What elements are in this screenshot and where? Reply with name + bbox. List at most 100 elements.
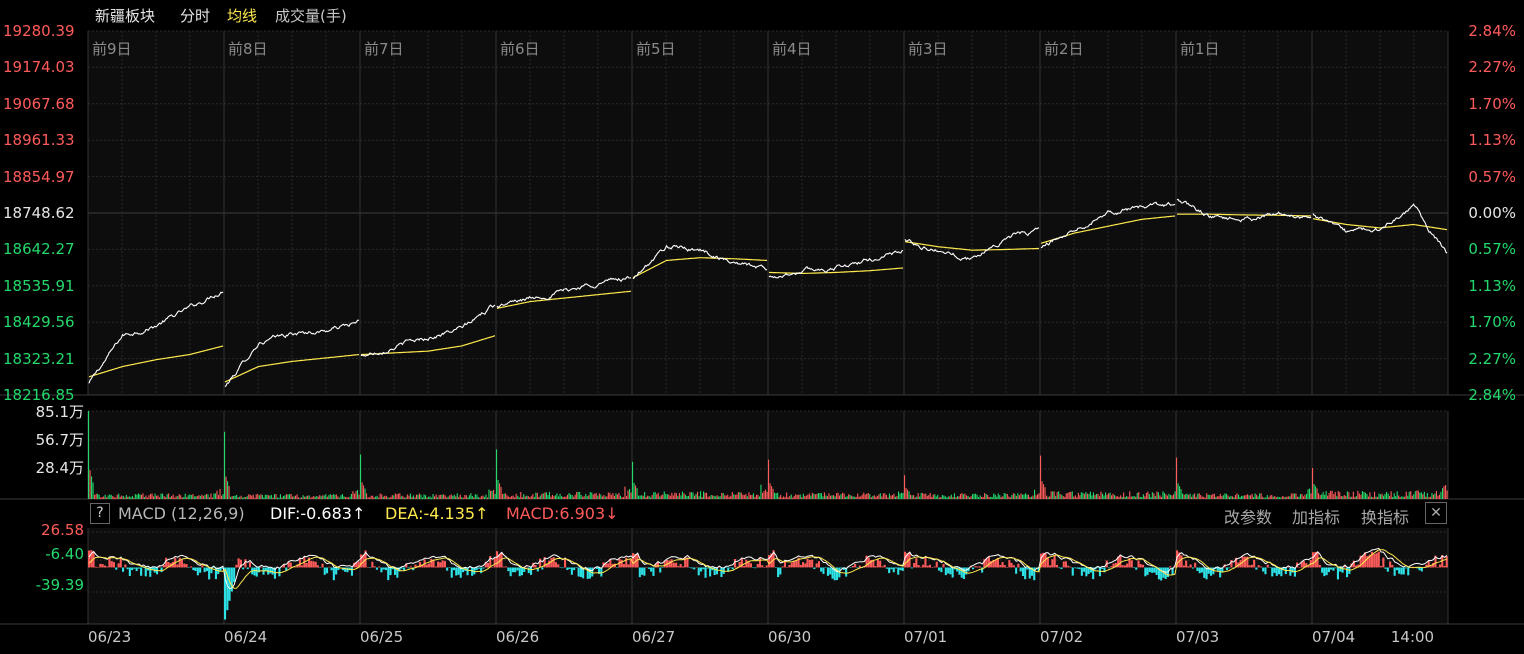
- macd-bar: [192, 567, 195, 571]
- volume-bar: [1404, 496, 1406, 499]
- macd-bar: [1300, 561, 1303, 568]
- macd-bar: [1259, 566, 1262, 568]
- volume-bar: [687, 495, 689, 499]
- volume-bar: [609, 492, 611, 499]
- macd-bar: [527, 567, 530, 574]
- volume-bar: [926, 495, 928, 499]
- volume-bar: [777, 492, 779, 499]
- macd-bar: [826, 567, 829, 576]
- date-tick-label: 06/30: [768, 628, 812, 646]
- volume-bar: [150, 493, 152, 499]
- volume-bar: [1306, 493, 1308, 499]
- volume-bar: [425, 495, 427, 499]
- volume-bar: [1074, 495, 1076, 499]
- macd-toolbar: ? MACD (12,26,9) DIF:-0.683↑ DEA:-4.135↑…: [88, 503, 1448, 527]
- volume-bar: [325, 494, 327, 499]
- volume-bar: [1251, 493, 1253, 499]
- volume-bar: [1046, 495, 1048, 499]
- switch-indicator-button[interactable]: 换指标: [1361, 508, 1410, 527]
- macd-bar: [1400, 567, 1403, 575]
- add-indicator-button[interactable]: 加指标: [1292, 508, 1341, 527]
- macd-bar: [505, 566, 508, 568]
- volume-bar: [1132, 496, 1134, 499]
- volume-bar: [319, 495, 321, 499]
- macd-bar: [280, 566, 283, 568]
- macd-bar: [722, 567, 725, 574]
- volume-bar: [736, 494, 738, 499]
- volume-bar: [629, 489, 631, 499]
- volume-bar: [375, 496, 377, 499]
- volume-bar: [641, 495, 643, 499]
- macd-bar: [1044, 553, 1047, 568]
- volume-bar: [1266, 495, 1268, 499]
- tab-fenshi[interactable]: 分时: [180, 7, 211, 25]
- macd-bar: [1287, 566, 1290, 568]
- volume-bar: [1386, 491, 1388, 499]
- macd-bar: [482, 567, 485, 569]
- volume-bar: [89, 470, 91, 499]
- volume-bar: [204, 495, 206, 499]
- volume-bar: [1426, 493, 1428, 499]
- macd-bar: [867, 557, 870, 568]
- macd-bar: [1248, 565, 1251, 568]
- macd-bar: [1121, 565, 1124, 568]
- macd-bar: [679, 564, 682, 568]
- volume-bar: [1097, 493, 1099, 499]
- macd-bar: [1336, 567, 1339, 580]
- volume-bar: [1200, 495, 1202, 499]
- macd-bar: [1271, 567, 1274, 577]
- avg-line-series: [88, 345, 224, 378]
- volume-bar: [302, 495, 304, 499]
- volume-bar: [199, 495, 201, 499]
- volume-bar: [1287, 496, 1289, 499]
- volume-bar: [893, 493, 895, 499]
- tab-junxian[interactable]: 均线: [227, 7, 258, 25]
- volume-bar: [88, 411, 90, 499]
- help-icon[interactable]: ?: [90, 503, 110, 524]
- volume-bar: [781, 497, 783, 499]
- close-icon[interactable]: ✕: [1425, 502, 1447, 524]
- volume-bar: [783, 496, 785, 499]
- volume-bar: [159, 497, 161, 499]
- volume-bar: [490, 490, 492, 499]
- volume-bar: [762, 492, 764, 499]
- volume-bar: [842, 492, 844, 499]
- macd-bar: [1132, 567, 1135, 568]
- macd-bar: [670, 559, 673, 568]
- volume-bar: [1130, 496, 1132, 499]
- volume-bar: [946, 497, 948, 499]
- volume-bar: [218, 495, 220, 499]
- volume-bar: [1176, 457, 1178, 499]
- macd-title: MACD (12,26,9): [118, 504, 245, 523]
- volume-bar: [627, 490, 629, 499]
- volume-bar: [1121, 497, 1123, 499]
- day-label: 前8日: [228, 40, 268, 58]
- macd-bar: [1064, 561, 1067, 568]
- macd-bar: [1373, 554, 1376, 568]
- volume-bar: [142, 493, 144, 499]
- volume-bar: [485, 494, 487, 499]
- volume-bar: [387, 497, 389, 499]
- volume-bar: [1420, 492, 1422, 499]
- macd-bar: [942, 563, 945, 568]
- sector-title[interactable]: 新疆板块: [95, 7, 156, 25]
- volume-bar: [307, 495, 309, 499]
- macd-bar: [892, 567, 895, 573]
- volume-bar: [107, 495, 109, 499]
- volume-bar: [178, 494, 180, 499]
- volume-bar: [1103, 495, 1105, 499]
- volume-bar: [1215, 496, 1217, 499]
- volume-bar: [931, 496, 933, 499]
- volume-bar: [1417, 490, 1419, 499]
- change-params-button[interactable]: 改参数: [1224, 508, 1273, 527]
- volume-bar: [814, 494, 816, 499]
- macd-bar: [795, 560, 798, 568]
- macd-bar: [446, 567, 449, 571]
- price-line-series: [360, 304, 496, 357]
- volume-bar: [826, 496, 828, 499]
- macd-bar: [282, 564, 285, 568]
- macd-bar: [1280, 567, 1283, 577]
- macd-bar: [879, 560, 882, 568]
- volume-bar: [811, 492, 813, 499]
